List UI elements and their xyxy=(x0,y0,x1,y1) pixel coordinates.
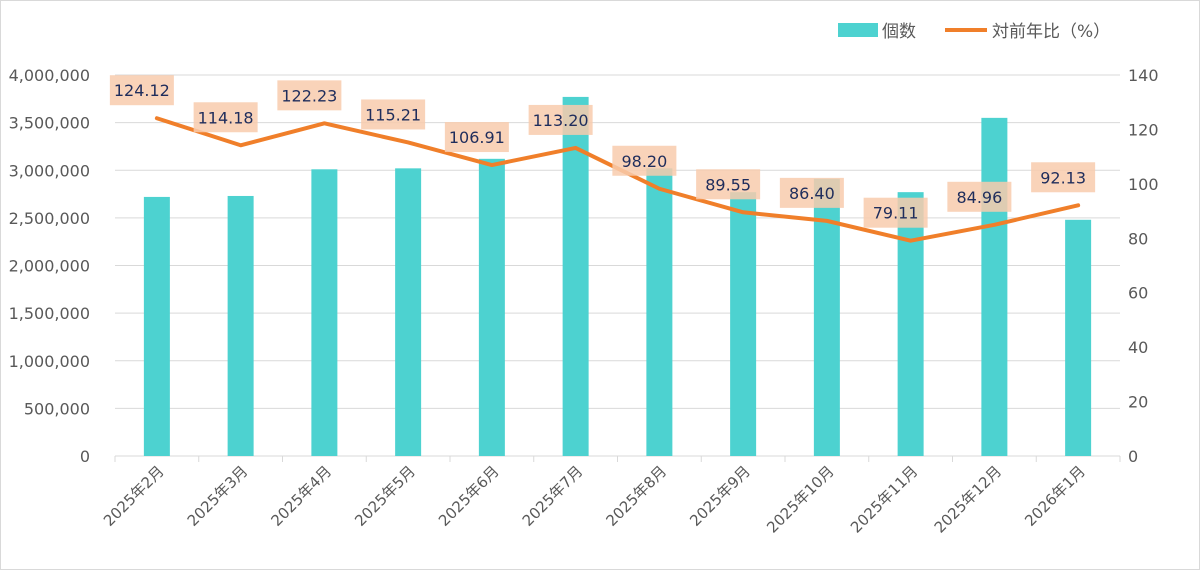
data-label-7: 89.55 xyxy=(705,175,751,194)
right-tick-label: 140 xyxy=(1128,66,1159,85)
bar-0 xyxy=(143,196,170,457)
bar-6 xyxy=(646,168,673,456)
data-label-11: 92.13 xyxy=(1040,168,1086,187)
bar-2 xyxy=(311,169,338,457)
legend: 個数 対前年比（%） xyxy=(838,22,1110,42)
x-tick-label: 2025年11月 xyxy=(847,462,921,536)
bar-11 xyxy=(1065,219,1092,456)
line-series xyxy=(154,116,1081,243)
right-tick-label: 120 xyxy=(1128,120,1159,139)
left-tick-label: 0 xyxy=(80,447,90,466)
x-tick-label: 2025年7月 xyxy=(519,462,587,530)
left-tick-label: 3,000,000 xyxy=(9,161,90,180)
bar-4 xyxy=(478,158,505,456)
left-tick-label: 2,500,000 xyxy=(9,209,90,228)
gridlines xyxy=(115,74,1120,457)
data-label-box-1 xyxy=(193,102,258,133)
legend-label-line: 対前年比（%） xyxy=(992,22,1110,42)
right-tick-label: 100 xyxy=(1128,175,1159,194)
data-label-box-5 xyxy=(528,104,593,135)
x-tick-label: 2025年6月 xyxy=(435,462,503,530)
x-tick-label: 2025年5月 xyxy=(351,462,419,530)
data-label-box-9 xyxy=(863,197,928,228)
left-tick-label: 1,000,000 xyxy=(9,352,90,371)
x-tick-label: 2026年1月 xyxy=(1021,462,1089,530)
line-path xyxy=(154,116,1081,243)
data-label-box-8 xyxy=(779,177,844,208)
right-tick-label: 20 xyxy=(1128,393,1148,412)
data-label-box-2 xyxy=(277,80,342,111)
data-label-8: 86.40 xyxy=(789,184,835,203)
left-tick-label: 4,000,000 xyxy=(9,66,90,85)
data-labels: 124.12 114.18 122.23 115.21 106.91 113.20 98.2… xyxy=(109,75,1096,228)
right-tick-label: 40 xyxy=(1128,338,1148,357)
x-tick-label: 2025年8月 xyxy=(603,462,671,530)
bar-5 xyxy=(562,96,589,456)
bar-3 xyxy=(395,168,422,456)
bar-series xyxy=(143,96,1092,457)
left-tick-label: 2,000,000 xyxy=(9,257,90,276)
right-axis: 0 20 40 60 80 100 120 140 xyxy=(1128,66,1159,466)
data-label-1: 114.18 xyxy=(198,108,254,127)
data-label-4: 106.91 xyxy=(449,128,505,147)
x-tick-label: 2025年12月 xyxy=(931,462,1005,536)
left-tick-label: 1,500,000 xyxy=(9,304,90,323)
bar-10 xyxy=(981,117,1008,457)
legend-label-bars: 個数 xyxy=(882,22,916,42)
data-label-box-3 xyxy=(361,99,426,130)
bar-7 xyxy=(730,192,757,456)
data-label-box-4 xyxy=(444,122,509,153)
x-tick-label: 2025年10月 xyxy=(763,462,837,536)
bar-8 xyxy=(813,178,840,456)
data-label-9: 79.11 xyxy=(873,204,919,223)
data-label-3: 115.21 xyxy=(365,105,421,124)
legend-swatch-bars xyxy=(838,23,878,37)
left-tick-label: 500,000 xyxy=(24,399,90,418)
x-tick-label: 2025年4月 xyxy=(268,462,336,530)
left-tick-label: 3,500,000 xyxy=(9,114,90,133)
data-label-2: 122.23 xyxy=(281,86,337,105)
right-tick-label: 80 xyxy=(1128,229,1148,248)
x-axis: 2025年2月 2025年3月 2025年4月 2025年5月 2025年6月 2025年… xyxy=(100,456,1121,537)
data-label-6: 98.20 xyxy=(621,152,667,171)
data-label-box-6 xyxy=(612,145,677,176)
x-tick-label: 2025年9月 xyxy=(686,462,754,530)
data-label-box-7 xyxy=(696,169,761,200)
data-label-box-0 xyxy=(109,75,174,106)
data-label-5: 113.20 xyxy=(533,111,589,130)
right-tick-label: 60 xyxy=(1128,284,1148,303)
bar-9 xyxy=(897,192,924,456)
bar-1 xyxy=(227,195,254,456)
data-label-box-11 xyxy=(1031,162,1096,193)
x-tick-label: 2025年3月 xyxy=(184,462,252,530)
data-label-box-10 xyxy=(947,181,1012,212)
data-label-0: 124.12 xyxy=(114,81,170,100)
right-tick-label: 0 xyxy=(1128,447,1138,466)
left-axis: 0 500,000 1,000,000 1,500,000 2,000,000 2,500… xyxy=(9,66,90,466)
data-label-10: 84.96 xyxy=(956,188,1002,207)
x-tick-label: 2025年2月 xyxy=(100,462,168,530)
